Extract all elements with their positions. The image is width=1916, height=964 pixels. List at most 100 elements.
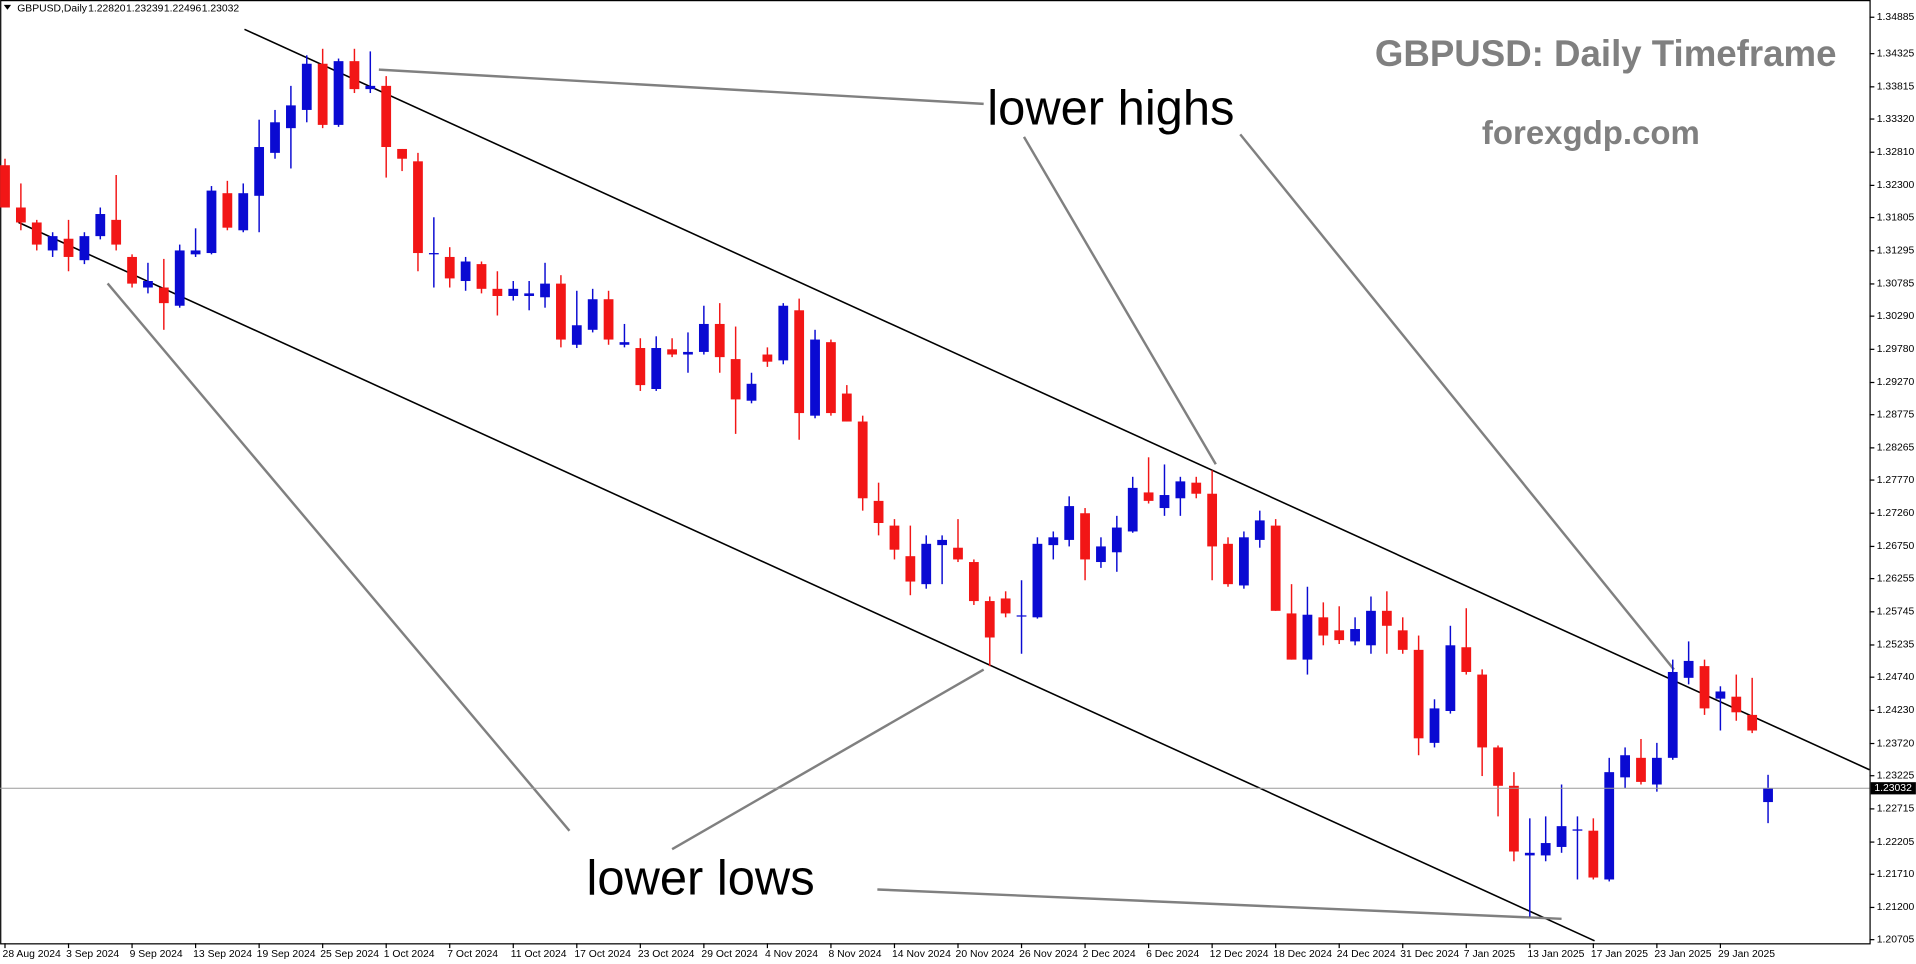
x-tick-label: 7 Jan 2025 [1464, 949, 1516, 960]
x-tick-label: 17 Oct 2024 [574, 949, 631, 960]
candle-body [683, 351, 693, 355]
y-tick-label: 1.26255 [1877, 573, 1915, 584]
candle-body [1747, 714, 1758, 731]
x-tick-label: 25 Sep 2024 [320, 949, 379, 960]
menu-arrow[interactable] [3, 4, 12, 10]
y-tick-label: 1.32300 [1877, 180, 1915, 191]
y-tick-label: 1.24740 [1877, 672, 1915, 683]
chart-title: GBPUSD: Daily Timeframe [1375, 33, 1837, 74]
candle-body [1223, 543, 1233, 585]
candle-body [603, 299, 614, 340]
y-tick-label: 1.27260 [1877, 508, 1915, 519]
plot-frame [0, 0, 1871, 945]
channel-lower [18, 221, 1595, 942]
candle-body [1143, 492, 1154, 501]
candle-body [333, 61, 344, 125]
candle-body [937, 539, 948, 546]
annotation: lower highs [987, 82, 1234, 136]
y-tick-label: 1.23720 [1877, 738, 1915, 749]
x-tick-label: 6 Dec 2024 [1146, 949, 1199, 960]
candle-body [444, 256, 455, 279]
x-tick-label: 11 Oct 2024 [511, 949, 567, 960]
candle-body [1270, 525, 1281, 611]
candle-body [810, 339, 820, 416]
candle-body [1239, 537, 1249, 586]
candle-body [1254, 520, 1265, 540]
candle-body [63, 238, 74, 257]
y-tick-label: 1.28265 [1877, 443, 1915, 454]
candle-body [301, 63, 312, 110]
candle-body [556, 283, 566, 340]
candle-body [587, 299, 598, 330]
candle-body [1318, 617, 1329, 636]
candle-body [1731, 696, 1742, 713]
candle-body [1556, 826, 1567, 847]
x-tick-label: 29 Oct 2024 [701, 949, 758, 960]
pointer [877, 888, 1562, 921]
candle-body [15, 207, 26, 223]
candle-body [635, 348, 646, 386]
candle-body [1397, 630, 1408, 650]
candle-body [873, 500, 884, 524]
y-tick-label: 1.21200 [1877, 902, 1915, 913]
candle-body [1540, 843, 1551, 856]
candle-body [381, 85, 392, 148]
candle-body [508, 288, 519, 296]
annotation: lower lows [587, 851, 815, 905]
candle-body [1096, 546, 1106, 563]
candle-body [571, 325, 582, 345]
y-tick-label: 1.30785 [1877, 279, 1915, 290]
x-tick-label: 19 Sep 2024 [257, 949, 316, 960]
pointer-lines [106, 68, 1675, 921]
candle-body [365, 85, 376, 90]
candle-body [1461, 647, 1472, 672]
candle-body [698, 323, 709, 352]
candle-body [651, 348, 662, 390]
candle-body [1286, 613, 1297, 660]
candle-body [1683, 660, 1694, 678]
current-price-label: 1.23032 [1874, 783, 1912, 794]
last-low: 1.22496 [164, 3, 202, 14]
candle-body [1350, 629, 1360, 642]
last-high: 1.23239 [126, 3, 164, 14]
y-tick-label: 1.20705 [1877, 934, 1915, 945]
candle-body [1699, 666, 1710, 709]
x-tick-label: 4 Nov 2024 [765, 949, 818, 960]
candle-body [730, 359, 741, 400]
symbol: GBPUSD,Daily [17, 3, 88, 14]
candle-body [1763, 788, 1773, 803]
x-tick-label: 9 Sep 2024 [130, 949, 183, 960]
y-tick-label: 1.25745 [1877, 607, 1915, 618]
candle-body [1381, 610, 1392, 626]
candle-body [1477, 674, 1488, 748]
candle-body [143, 281, 153, 288]
y-tick-label: 1.31805 [1877, 212, 1915, 223]
y-tick-label: 1.31295 [1877, 246, 1915, 257]
candle-body [95, 214, 106, 237]
candle-body [1048, 537, 1059, 546]
x-tick-label: 13 Sep 2024 [193, 949, 252, 960]
y-tick-label: 1.30290 [1877, 311, 1915, 322]
candle-body [1302, 614, 1313, 660]
y-tick-label: 1.25235 [1877, 640, 1915, 651]
candle-body [79, 236, 90, 261]
y-tick-label: 1.27770 [1877, 475, 1915, 486]
candle-body [905, 556, 916, 582]
y-tick-label: 1.32810 [1877, 147, 1915, 158]
candle-body [1016, 615, 1027, 617]
current-price-box [1870, 782, 1916, 795]
candle-body [762, 354, 773, 362]
y-tick-label: 1.28775 [1877, 409, 1915, 420]
x-tick-label: 20 Nov 2024 [956, 949, 1015, 960]
candle-body [1159, 495, 1170, 509]
candle-body [428, 253, 439, 255]
x-tick-label: 2 Dec 2024 [1083, 949, 1136, 960]
pointer [378, 68, 984, 106]
y-tick-label: 1.21710 [1877, 869, 1915, 880]
candle-body [841, 393, 852, 422]
candle-body [1445, 645, 1456, 711]
candle-body [460, 261, 471, 282]
y-tick-label: 1.29270 [1877, 377, 1915, 388]
